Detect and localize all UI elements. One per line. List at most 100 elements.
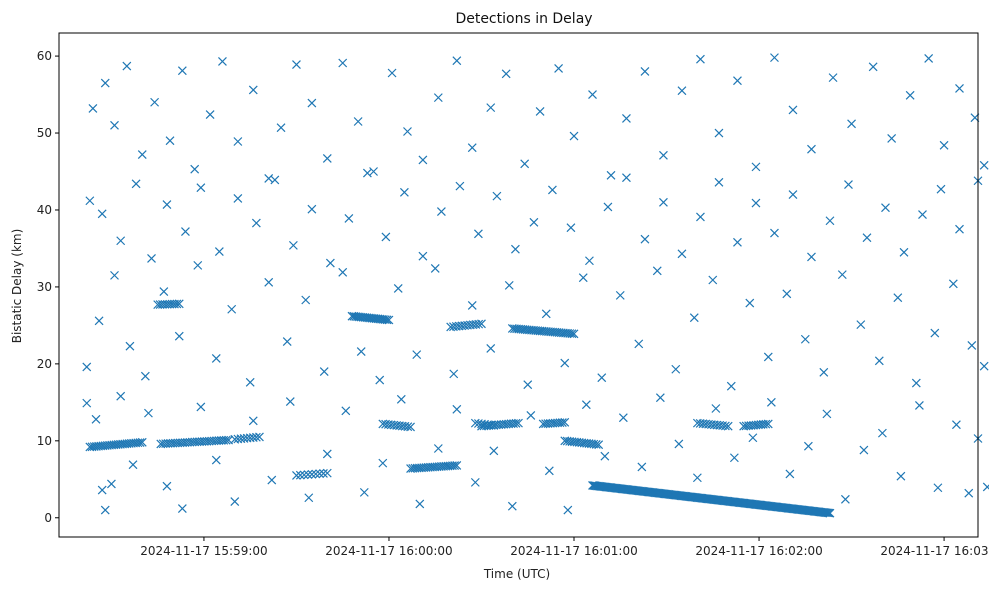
detection-point bbox=[955, 83, 964, 93]
detection-point bbox=[585, 256, 594, 266]
detection-point bbox=[911, 378, 921, 388]
detection-point bbox=[378, 458, 388, 468]
detection-point bbox=[751, 162, 761, 172]
detection-point bbox=[569, 329, 579, 339]
y-tick-label: 20 bbox=[37, 357, 52, 371]
detection-point bbox=[720, 421, 730, 431]
detection-point bbox=[733, 76, 742, 86]
detection-point bbox=[955, 224, 964, 234]
detection-point bbox=[214, 247, 224, 256]
detection-point bbox=[939, 140, 949, 150]
detection-point bbox=[581, 400, 591, 410]
detection-point bbox=[341, 406, 351, 416]
detection-point bbox=[763, 352, 773, 362]
detection-point bbox=[729, 453, 739, 463]
detection-point bbox=[951, 420, 961, 430]
detection-point bbox=[905, 90, 915, 100]
detection-point bbox=[384, 315, 394, 325]
detection-point bbox=[847, 119, 856, 129]
detection-point bbox=[828, 73, 838, 83]
y-tick-label: 40 bbox=[37, 203, 52, 217]
detection-point bbox=[221, 435, 231, 445]
detection-point bbox=[190, 164, 200, 174]
detection-point bbox=[322, 153, 332, 163]
detection-point bbox=[745, 298, 755, 308]
detection-point bbox=[486, 103, 496, 113]
detection-point bbox=[933, 483, 943, 493]
detection-point bbox=[723, 421, 733, 431]
detection-point bbox=[338, 267, 348, 277]
detection-point bbox=[862, 233, 872, 243]
detection-point bbox=[218, 57, 227, 66]
detection-point bbox=[144, 408, 153, 418]
detection-point bbox=[415, 499, 425, 509]
detection-point bbox=[91, 414, 101, 424]
detection-point bbox=[356, 347, 366, 356]
detection-point bbox=[770, 53, 779, 63]
detection-point bbox=[837, 270, 847, 280]
detection-point bbox=[304, 493, 314, 503]
detection-point bbox=[181, 227, 190, 236]
detection-point bbox=[510, 244, 520, 254]
detection-point bbox=[770, 228, 779, 238]
detection-point bbox=[245, 377, 255, 387]
detection-point bbox=[597, 373, 607, 383]
detection-point bbox=[325, 258, 335, 268]
detection-point bbox=[233, 194, 243, 203]
detection-point bbox=[433, 93, 443, 103]
detection-point bbox=[714, 177, 724, 187]
detection-point bbox=[560, 417, 570, 427]
detection-point bbox=[137, 150, 147, 160]
detection-point bbox=[473, 229, 483, 239]
detection-point bbox=[588, 90, 597, 99]
detection-point bbox=[514, 418, 523, 428]
detection-point bbox=[557, 418, 567, 427]
detection-point bbox=[674, 439, 684, 449]
detection-point bbox=[97, 485, 107, 495]
detection-point bbox=[606, 170, 616, 180]
detection-point bbox=[526, 410, 536, 420]
detection-point bbox=[788, 190, 798, 200]
detection-point bbox=[248, 416, 258, 426]
detection-point bbox=[696, 54, 705, 64]
detection-point bbox=[501, 69, 511, 79]
detection-point bbox=[751, 198, 761, 208]
detection-point bbox=[230, 497, 240, 507]
chart-title: Detections in Delay bbox=[455, 11, 592, 27]
detection-point bbox=[659, 150, 668, 160]
detection-point bbox=[924, 53, 934, 63]
detection-point bbox=[567, 329, 577, 339]
detection-point bbox=[85, 196, 95, 206]
detection-point bbox=[315, 469, 325, 479]
detection-point bbox=[547, 185, 557, 195]
detection-point bbox=[899, 247, 909, 257]
detection-point bbox=[634, 339, 644, 349]
detection-point bbox=[578, 273, 588, 283]
detection-point bbox=[982, 482, 989, 492]
detection-point bbox=[914, 400, 924, 410]
detection-point bbox=[566, 223, 576, 233]
detection-point bbox=[489, 421, 499, 430]
detection-point bbox=[560, 358, 570, 368]
detection-point bbox=[362, 168, 372, 178]
detection-point bbox=[807, 144, 816, 154]
detection-point bbox=[282, 337, 292, 346]
detection-point bbox=[433, 444, 443, 453]
detection-point bbox=[307, 469, 317, 479]
y-tick-label: 30 bbox=[37, 280, 52, 294]
detection-point bbox=[782, 289, 792, 299]
detection-point bbox=[131, 179, 141, 189]
detection-point bbox=[82, 362, 92, 372]
detection-point bbox=[507, 501, 517, 511]
detection-point bbox=[174, 299, 184, 309]
detection-point bbox=[887, 133, 897, 143]
detection-point bbox=[844, 180, 853, 190]
detection-point bbox=[406, 422, 415, 432]
y-tick-label: 10 bbox=[37, 434, 52, 448]
detection-point bbox=[763, 419, 773, 429]
detection-point bbox=[403, 127, 412, 136]
detection-point bbox=[659, 197, 668, 207]
detection-point bbox=[88, 103, 98, 113]
x-axis: 2024-11-17 15:59:00 2024-11-17 16:00:00 20… bbox=[140, 537, 989, 558]
detection-point bbox=[535, 107, 545, 116]
